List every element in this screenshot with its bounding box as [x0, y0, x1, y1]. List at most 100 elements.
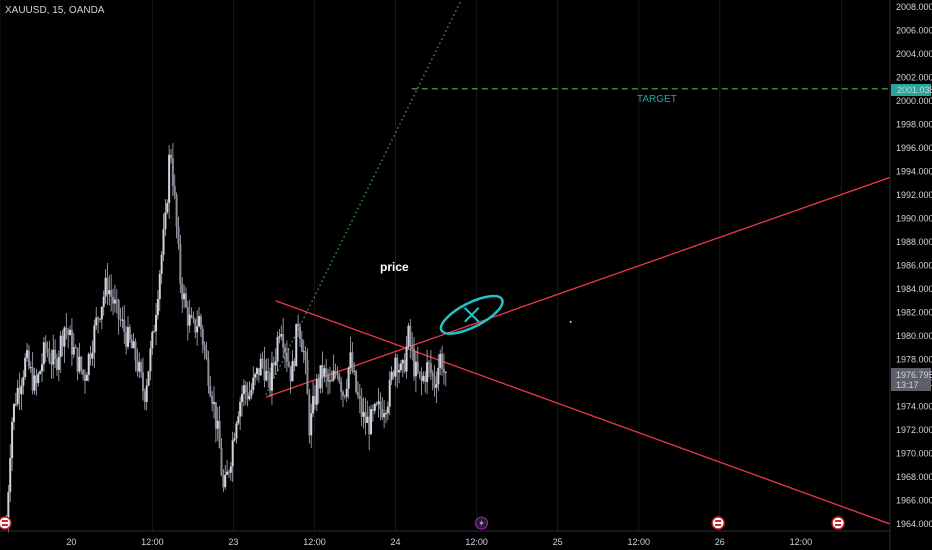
- price-tick-label: 1996.000: [896, 143, 932, 153]
- candle-body: [362, 412, 365, 417]
- candle-body: [398, 370, 401, 373]
- candle-body: [158, 273, 161, 299]
- candle-body: [100, 306, 103, 320]
- candle-body: [422, 376, 425, 381]
- us-flag-icon-bg: [711, 516, 725, 530]
- candle-body: [304, 351, 307, 360]
- candle-body: [121, 319, 124, 321]
- price-tick-label: 1988.000: [896, 237, 932, 247]
- candle-body: [84, 374, 87, 381]
- candle-body: [289, 366, 292, 382]
- us-flag-icon-bg: [831, 516, 845, 530]
- candle-body: [231, 440, 234, 467]
- candle-body: [360, 398, 363, 417]
- small-dot: [569, 320, 572, 323]
- candle-body: [403, 360, 406, 372]
- candle-body: [82, 369, 85, 375]
- candle-body: [297, 323, 300, 327]
- target-annotation[interactable]: TARGET: [637, 94, 677, 105]
- candle-body: [315, 379, 318, 405]
- price-tick-label: 1994.000: [896, 167, 932, 177]
- candle-body: [325, 368, 328, 374]
- us-flag-icon-stripe: [835, 524, 842, 526]
- candle-body: [310, 413, 313, 436]
- candle-body: [138, 362, 141, 372]
- candle-body: [235, 423, 238, 439]
- candle-body: [145, 385, 148, 402]
- candle-body: [216, 420, 219, 429]
- candle-body: [65, 327, 68, 330]
- candle-body: [233, 438, 236, 441]
- price-tick-label: 1990.000: [896, 214, 932, 224]
- candle-body: [26, 350, 29, 358]
- candle-body: [285, 352, 288, 362]
- price-tick-label: 1982.000: [896, 308, 932, 318]
- price-tick-label: 1970.000: [896, 449, 932, 459]
- candle-body: [257, 368, 260, 376]
- candle-body: [353, 370, 356, 372]
- candle-body: [439, 353, 442, 368]
- candle-body: [241, 394, 244, 403]
- candle-body: [444, 371, 447, 373]
- candle-body: [364, 412, 367, 423]
- price-tick-label: 1972.000: [896, 425, 932, 435]
- price-annotation[interactable]: price: [380, 260, 409, 274]
- price-tick-label: 1986.000: [896, 261, 932, 271]
- candle-body: [291, 361, 294, 382]
- candle-body: [198, 316, 201, 327]
- candle-body: [263, 359, 266, 381]
- candle-body: [27, 350, 30, 368]
- candle-body: [239, 402, 242, 417]
- candle-body: [125, 332, 128, 347]
- candle-body: [147, 371, 150, 386]
- time-tick-label: 12:00: [465, 537, 488, 547]
- price-tick-label: 2002.000: [896, 73, 932, 83]
- candle-body: [98, 319, 101, 321]
- candle-body: [12, 404, 15, 422]
- candle-body: [330, 380, 333, 382]
- candle-body: [276, 337, 279, 362]
- time-tick-label: 12:00: [141, 537, 164, 547]
- candle-body: [22, 377, 25, 386]
- time-tick-label: 12:00: [790, 537, 813, 547]
- candle-body: [237, 416, 240, 424]
- candle-body: [69, 329, 72, 336]
- candle-body: [183, 293, 186, 300]
- candle-body: [39, 371, 42, 374]
- candle-body: [379, 401, 382, 410]
- price-tick-label: 2004.000: [896, 49, 932, 59]
- candle-body: [381, 409, 384, 418]
- us-flag-icon-bg: [0, 516, 12, 530]
- candle-body: [14, 403, 17, 405]
- symbol-label: XAUUSD, 15, OANDA: [5, 5, 105, 16]
- event-icons[interactable]: [0, 516, 845, 530]
- candle-body: [284, 347, 287, 353]
- candle-body: [433, 376, 436, 388]
- candle-body: [136, 360, 139, 372]
- candle-body: [164, 212, 167, 230]
- price-tick-label: 1978.000: [896, 355, 932, 365]
- us-flag-icon: [711, 516, 725, 530]
- candle-body: [293, 361, 296, 367]
- price-tick-label: 1980.000: [896, 331, 932, 341]
- time-tick-label: 25: [553, 537, 563, 547]
- candle-body: [270, 362, 273, 391]
- candle-body: [287, 361, 290, 367]
- time-axis[interactable]: 20 12:00 23 12:00 24 12:00 25 12:00 26 12:00: [66, 537, 812, 547]
- price-axis[interactable]: [890, 0, 932, 550]
- candle-body: [123, 319, 126, 333]
- candle-body: [278, 336, 281, 338]
- candle-body: [341, 391, 344, 396]
- time-tick-label: 26: [715, 537, 725, 547]
- price-tick-label: 1998.000: [896, 120, 932, 130]
- candle-body: [377, 401, 380, 405]
- candle-body: [31, 367, 34, 391]
- candle-body: [392, 371, 395, 377]
- us-flag-icon: [0, 516, 12, 530]
- candle-body: [442, 368, 445, 373]
- candle-body: [33, 375, 36, 391]
- candle-body: [300, 339, 303, 352]
- candles-layer: [5, 143, 447, 533]
